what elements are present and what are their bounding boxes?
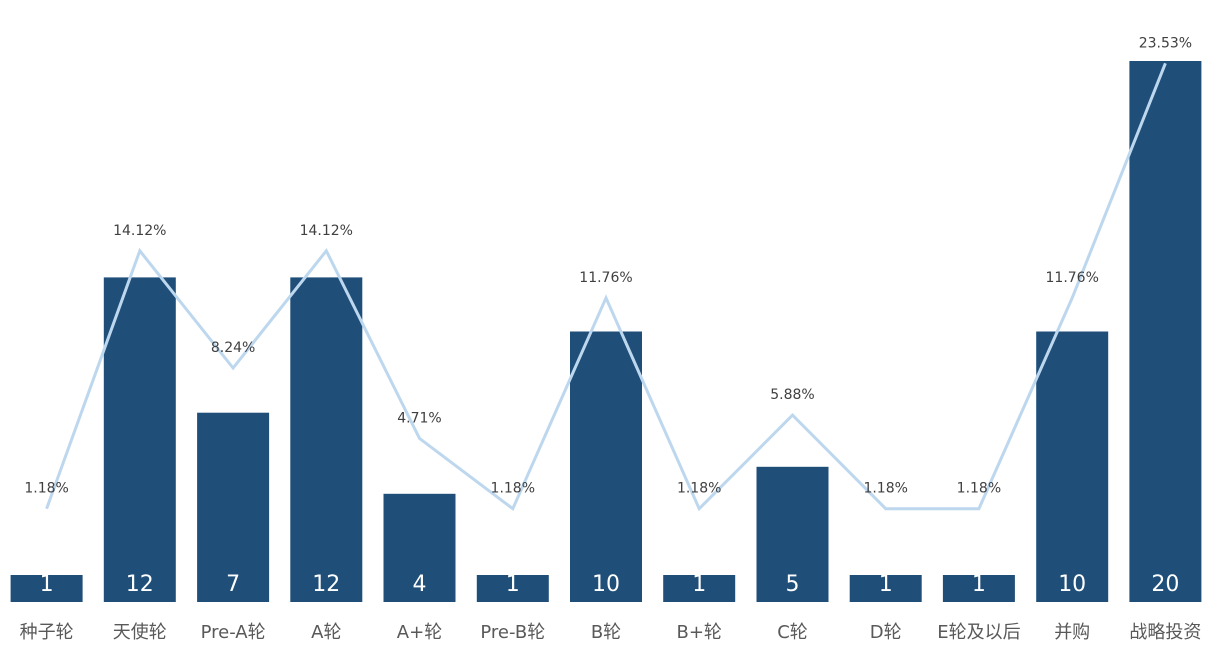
x-tick-label: E轮及以后 — [937, 622, 1020, 643]
x-tick-label: B轮 — [591, 622, 621, 643]
bar-series — [10, 61, 1202, 602]
percentage-label: 14.12% — [300, 223, 353, 239]
bar-value-label: 20 — [1151, 572, 1179, 597]
bar-3 — [290, 277, 363, 602]
bar-1 — [103, 277, 176, 602]
x-axis-labels: 种子轮 天使轮 Pre-A轮 A轮 A+轮 Pre-B轮 B轮 B+轮 C轮 D轮 E轮及以后 并购 战… — [20, 622, 1202, 643]
percentage-label: 4.71% — [397, 410, 441, 426]
bar-value-label: 4 — [413, 572, 427, 597]
percentage-label: 23.53% — [1139, 35, 1192, 51]
x-tick-label: A+轮 — [397, 622, 442, 643]
bar-value-label: 1 — [972, 572, 986, 597]
percentage-label: 11.76% — [579, 270, 632, 286]
bar-2 — [197, 412, 270, 602]
bar-4 — [383, 493, 456, 602]
x-tick-label: 种子轮 — [20, 622, 74, 643]
percentage-label: 1.18% — [863, 481, 907, 497]
bar-value-label: 1 — [879, 572, 893, 597]
percentage-label: 5.88% — [770, 387, 814, 403]
bar-value-label: 12 — [126, 572, 154, 597]
x-tick-label: Pre-A轮 — [201, 622, 266, 643]
x-tick-label: C轮 — [777, 622, 808, 643]
bar-value-label: 7 — [226, 572, 240, 597]
percentage-label: 1.18% — [24, 481, 68, 497]
bar-value-label: 10 — [1058, 572, 1086, 597]
percentage-label: 8.24% — [211, 340, 255, 356]
x-tick-label: A轮 — [311, 622, 341, 643]
bar-9 — [849, 575, 922, 602]
bar-value-label: 12 — [312, 572, 340, 597]
bar-value-labels: 1 12 7 12 4 1 10 1 5 1 1 10 20 — [40, 572, 1180, 597]
percentage-label: 1.18% — [677, 481, 721, 497]
percentage-label: 14.12% — [113, 223, 166, 239]
x-tick-label: 战略投资 — [1129, 622, 1201, 643]
bar-value-label: 1 — [40, 572, 54, 597]
bar-11 — [1036, 331, 1109, 602]
percentage-label: 11.76% — [1046, 270, 1099, 286]
percentage-label: 1.18% — [957, 481, 1001, 497]
bar-value-label: 10 — [592, 572, 620, 597]
bar-value-label: 1 — [692, 572, 706, 597]
percentage-line — [45, 62, 1167, 512]
x-tick-label: 并购 — [1054, 622, 1090, 643]
bar-6 — [570, 331, 642, 602]
bar-value-label: 1 — [506, 572, 520, 597]
x-tick-label: D轮 — [870, 622, 902, 643]
bar-5 — [476, 575, 549, 602]
percentage-labels: 1.18% 14.12% 8.24% 14.12% 4.71% 1.18% 11.76% 1.… — [24, 35, 1192, 496]
bar-12 — [1129, 61, 1202, 602]
bar-10 — [942, 575, 1015, 602]
bar-0 — [10, 575, 83, 602]
percentage-label: 1.18% — [491, 481, 535, 497]
x-tick-label: Pre-B轮 — [480, 622, 545, 643]
bar-8 — [756, 466, 829, 602]
x-tick-label: 天使轮 — [113, 622, 167, 643]
x-tick-label: B+轮 — [676, 622, 721, 643]
bar-value-label: 5 — [786, 572, 800, 597]
bar-7 — [663, 575, 736, 602]
